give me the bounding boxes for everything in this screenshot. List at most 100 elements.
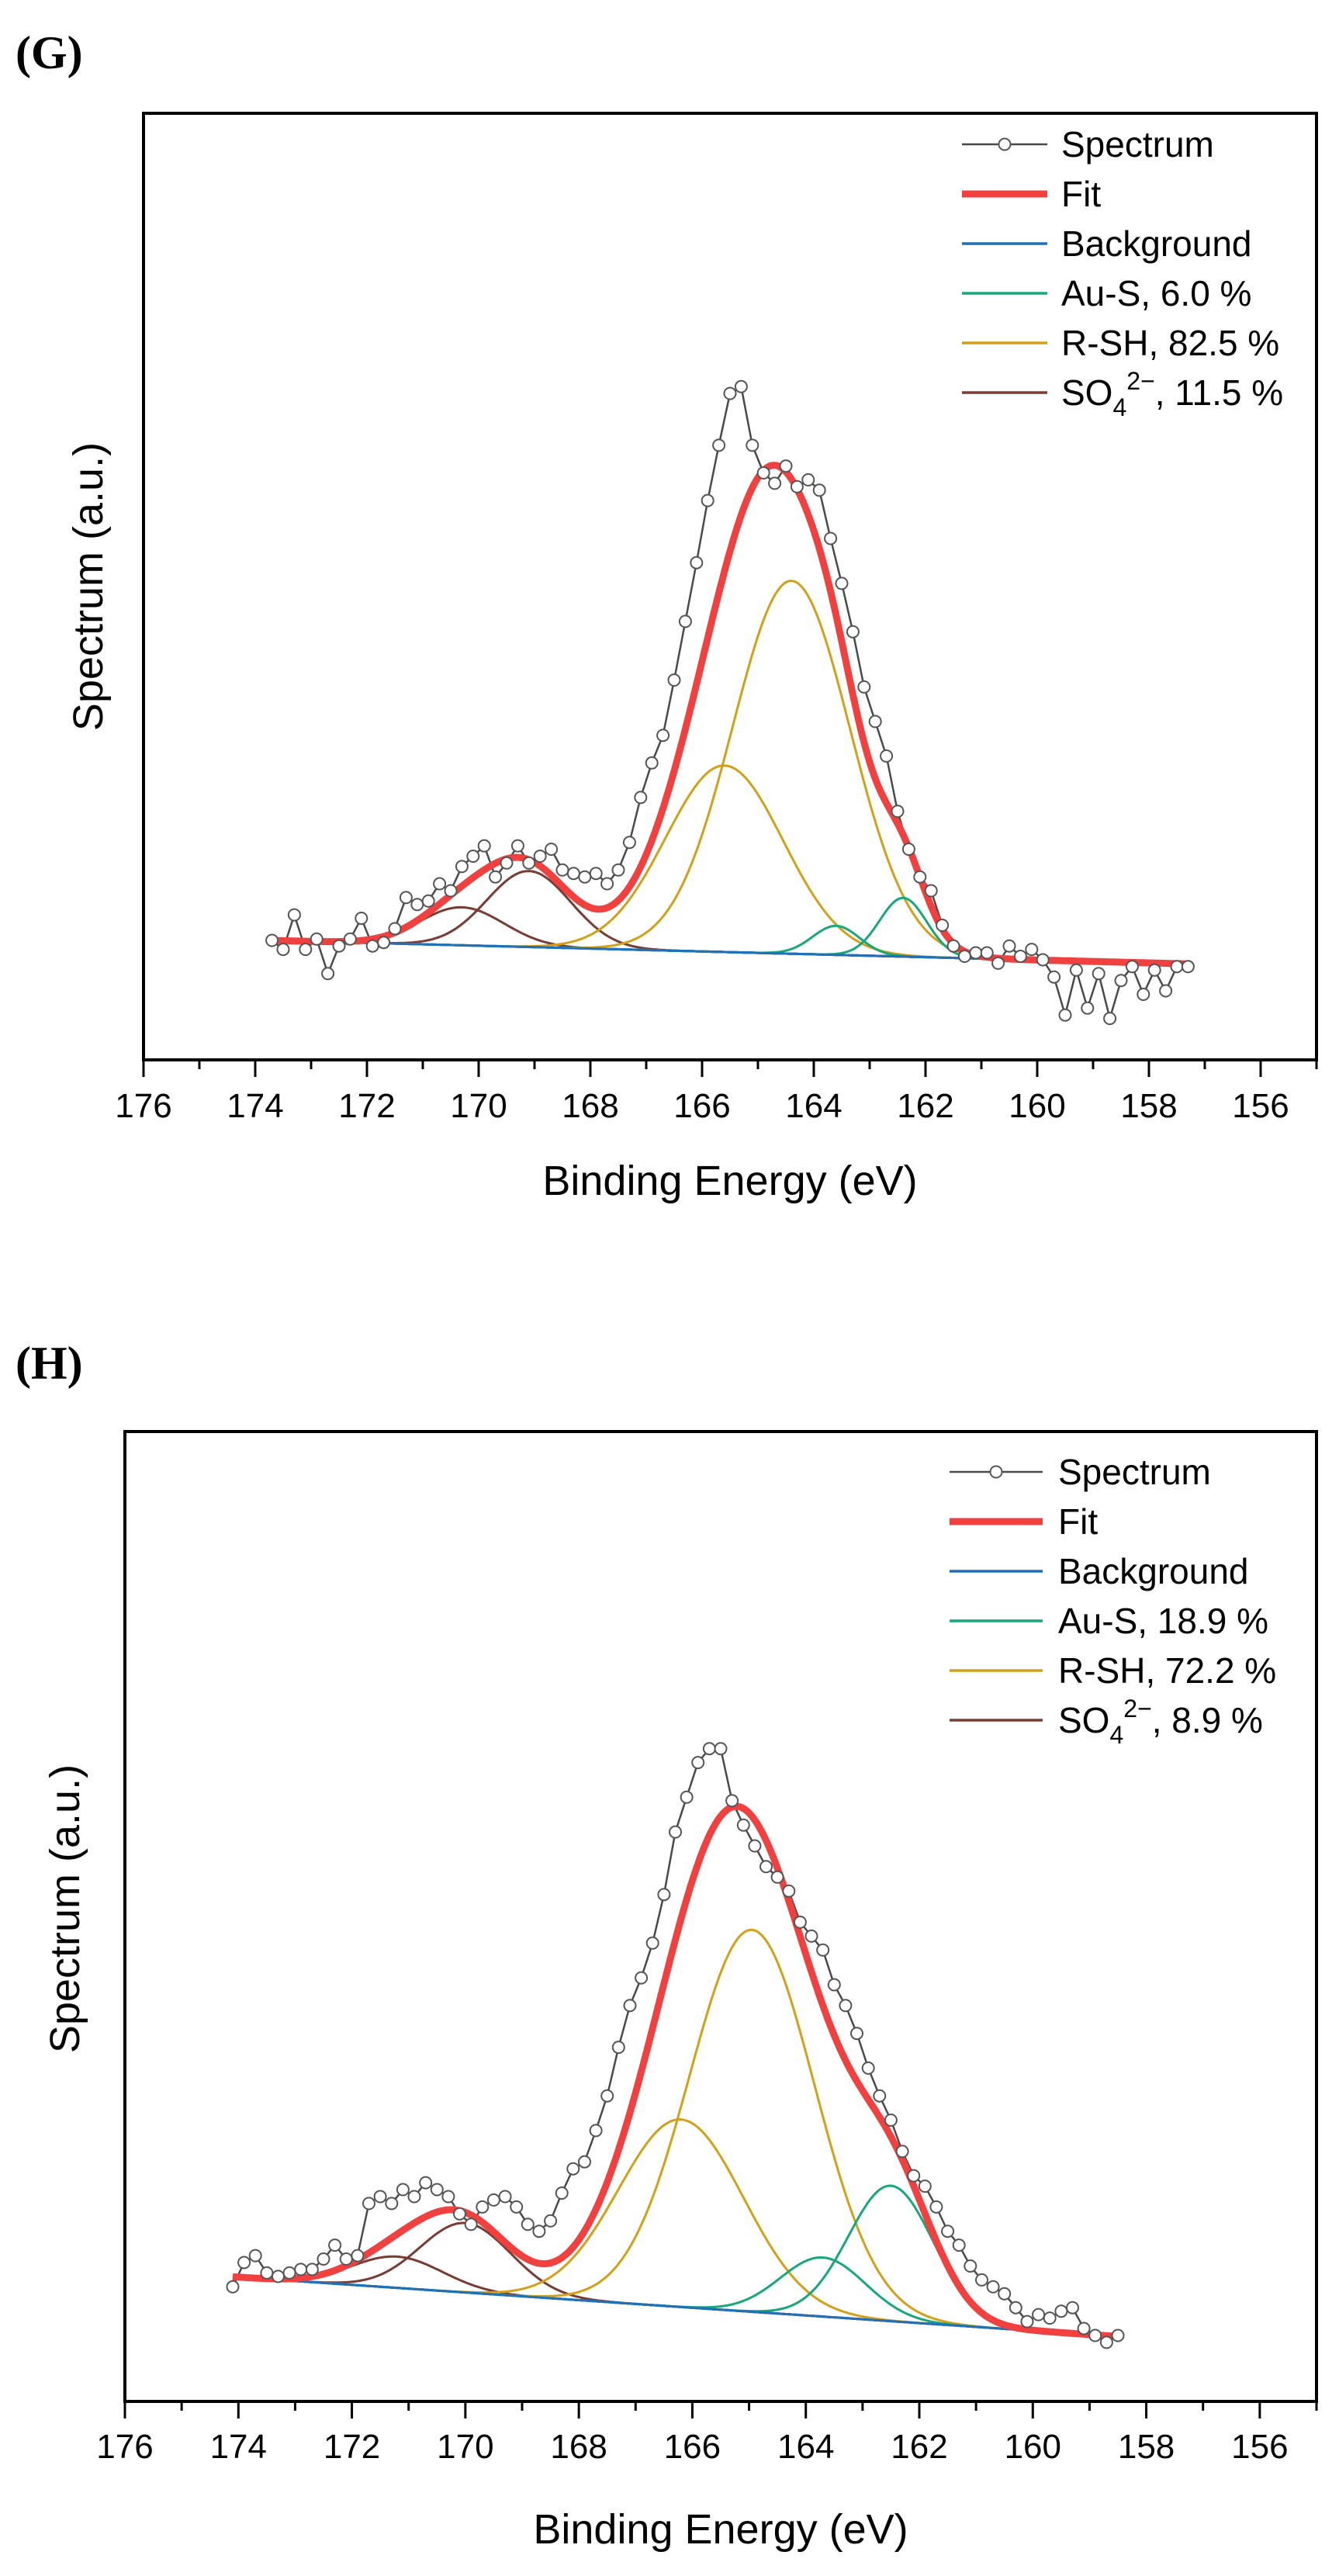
spectrum-point [835, 576, 849, 590]
legend-marker [989, 1465, 1003, 1479]
x-tick-label: 174 [227, 1087, 283, 1125]
spectrum-point [466, 850, 480, 863]
plot-frame [142, 112, 1318, 1061]
spectrum-point [801, 473, 815, 486]
spectrum-point [310, 932, 324, 946]
spectrum-point [623, 1999, 637, 2013]
spectrum-point [532, 2225, 546, 2238]
x-tick-label: 168 [550, 2428, 607, 2466]
x-tick-labels: 176 174 172 170 168 166 164 162 160 158 156 [96, 2428, 1288, 2466]
chart-g: 176 174 172 170 168 166 164 162 160 158 156 Bindin… [65, 112, 1318, 1204]
spectrum-point [498, 2190, 512, 2204]
legend-label: Background [1058, 1551, 1249, 1591]
spectrum-point [936, 919, 950, 932]
spectrum-point [294, 2263, 308, 2277]
x-axis-title: Binding Energy (eV) [533, 2506, 908, 2553]
spectrum-point [453, 2207, 466, 2221]
x-tick-label: 168 [562, 1087, 618, 1125]
spectrum-point [657, 1888, 671, 1902]
spectrum-point [328, 2238, 342, 2252]
spectrum-point [455, 860, 469, 874]
spectrum-point [441, 2190, 455, 2204]
spectrum-point [611, 2041, 625, 2055]
spectrum-point [343, 932, 357, 946]
spectrum-point [489, 870, 503, 884]
x-axis-title: Binding Energy (eV) [542, 1158, 917, 1204]
x-tick-label: 172 [338, 1087, 395, 1125]
spectrum-point [410, 898, 424, 912]
spectrum-point [433, 877, 447, 891]
spectrum-point [578, 2155, 591, 2169]
spectrum-point [980, 946, 994, 960]
spectrum-point [746, 438, 759, 452]
spectrum-point [1009, 2301, 1022, 2315]
spectrum-point [1077, 2322, 1091, 2335]
spectrum-point [566, 867, 580, 881]
spectrum-point [276, 943, 290, 957]
spectrum-point [1020, 2315, 1034, 2328]
x-tick-label: 160 [1005, 2428, 1061, 2466]
spectrum-point [351, 2249, 365, 2263]
spectrum-point [476, 2200, 490, 2214]
spectrum-point [332, 939, 346, 953]
spectrum-point [521, 2218, 535, 2231]
x-tick-label: 156 [1232, 1087, 1289, 1125]
spectrum-point [759, 1860, 773, 1874]
fit-envelope [270, 462, 1190, 968]
spectrum-point [589, 2124, 603, 2138]
spectrum-point [850, 2027, 863, 2041]
spectrum-point [282, 2266, 296, 2280]
spectrum-point [287, 908, 301, 922]
spectrum-point [600, 877, 614, 891]
spectrum-point [464, 2218, 478, 2231]
component-peak [272, 764, 1188, 965]
spectrum-point [419, 2176, 433, 2190]
legend-label: Spectrum [1061, 124, 1214, 164]
component-peak [272, 870, 1188, 965]
spectrum-point [734, 379, 748, 393]
spectrum-point [1111, 2328, 1125, 2342]
spectrum-point [486, 2193, 500, 2207]
spectrum-point [339, 2252, 353, 2266]
x-tick-label: 156 [1231, 2428, 1288, 2466]
legend-label: R-SH, 82.5 % [1061, 323, 1279, 363]
spectrum-point [827, 1978, 841, 1992]
x-ticks [142, 1060, 1318, 1077]
spectrum-point [365, 939, 379, 953]
spectrum-point [1058, 1008, 1072, 1022]
spectrum-point [839, 1999, 853, 2013]
x-tick-label: 172 [324, 2428, 380, 2466]
legend-label: Fit [1058, 1501, 1098, 1542]
spectrum-point [918, 2180, 932, 2193]
x-tick-label: 166 [673, 1087, 730, 1125]
spectrum-point [907, 2169, 921, 2183]
legend-label: R-SH, 72.2 % [1058, 1650, 1276, 1691]
spectrum-point [578, 870, 592, 884]
spectrum-point [1066, 2301, 1079, 2315]
spectrum-point [645, 1936, 659, 1950]
legend-label: SO42−, 11.5 % [1061, 367, 1283, 421]
spectrum-point [1137, 988, 1150, 1001]
spectrum-point [248, 2249, 262, 2263]
spectrum-point [756, 466, 770, 480]
spectrum-point [857, 680, 871, 694]
spectrum-point [656, 729, 670, 743]
spectrum-point [1047, 970, 1061, 984]
spectrum-point [589, 867, 603, 881]
y-axis-title: Spectrum (a.u.) [42, 1764, 88, 2053]
component-peak [232, 2256, 1119, 2338]
x-tick-labels: 176 174 172 170 168 166 164 162 160 158 156 [115, 1087, 1289, 1125]
spectrum-point [299, 943, 313, 957]
spectrum-point [600, 2089, 614, 2103]
spectrum-point [421, 894, 435, 908]
spectrum-point [924, 884, 938, 898]
spectrum-point [998, 2287, 1012, 2301]
plot-frame [123, 1430, 1318, 2403]
x-tick-label: 158 [1120, 1087, 1177, 1125]
spectrum-point [824, 531, 838, 545]
spectrum-point [873, 2089, 887, 2103]
spectrum-point [635, 1971, 649, 1985]
spectrum-point [952, 2238, 966, 2252]
spectrum-point [913, 870, 927, 884]
